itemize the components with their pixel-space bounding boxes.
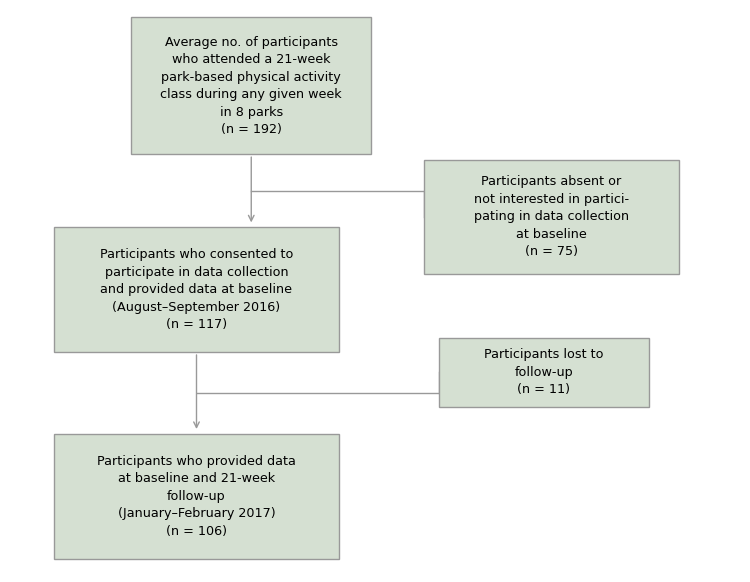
Text: Participants who consented to
participate in data collection
and provided data a: Participants who consented to participat…	[100, 248, 293, 331]
FancyBboxPatch shape	[439, 338, 649, 407]
Text: Participants absent or
not interested in partici-
pating in data collection
at b: Participants absent or not interested in…	[474, 175, 628, 258]
FancyBboxPatch shape	[424, 160, 679, 274]
FancyBboxPatch shape	[131, 17, 371, 154]
FancyBboxPatch shape	[54, 434, 339, 559]
FancyBboxPatch shape	[54, 227, 339, 352]
Text: Participants lost to
follow-up
(n = 11): Participants lost to follow-up (n = 11)	[484, 349, 604, 396]
Text: Participants who provided data
at baseline and 21-week
follow-up
(January–Februa: Participants who provided data at baseli…	[97, 455, 296, 538]
Text: Average no. of participants
who attended a 21-week
park-based physical activity
: Average no. of participants who attended…	[160, 36, 342, 136]
